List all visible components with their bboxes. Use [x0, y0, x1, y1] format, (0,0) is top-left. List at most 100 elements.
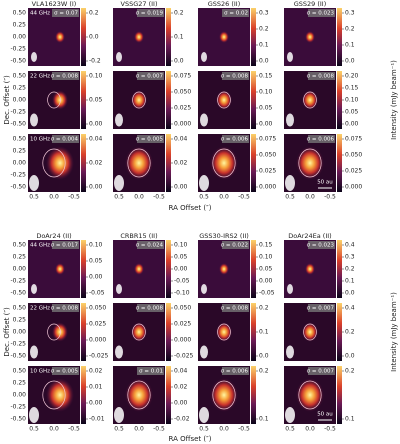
y-tick-label: -0.50	[10, 184, 26, 191]
sigma-label: σ = 0.008	[221, 306, 249, 312]
colorbar-tick-label: 0.05	[259, 266, 273, 273]
colorbar	[81, 8, 86, 66]
colorbar-tick-label: 0.0	[345, 353, 355, 360]
sigma-label: σ = 0.006	[221, 137, 249, 143]
beam	[31, 52, 37, 62]
y-tick-label: -0.50	[10, 290, 26, 297]
colorbar-tick-label: 0.2	[174, 10, 184, 17]
source	[296, 378, 324, 412]
x-tick-label: 0.0	[134, 194, 144, 201]
colorbar-tick-label: 0.10	[259, 89, 273, 96]
colorbar-tick-label: 0.05	[89, 258, 103, 265]
colorbar	[166, 71, 171, 129]
colorbar	[251, 240, 256, 298]
y-tick-label: 0.50	[13, 73, 27, 80]
colorbar-tick-label: 0.075	[174, 73, 191, 80]
sigma-box	[52, 9, 79, 17]
contour	[132, 323, 146, 341]
contour	[298, 380, 322, 410]
y-tick-label: -0.50	[10, 58, 26, 65]
colorbar-tick-label: 0.2	[259, 305, 269, 312]
y-axis-label: Dec. Offset (″)	[3, 75, 11, 125]
x-tick-label: 0.0	[305, 194, 315, 201]
beam	[29, 175, 39, 191]
colorbar-tick-label: 0.2	[89, 10, 99, 17]
x-tick-label: 0.0	[219, 426, 229, 433]
colorbar-tick-label: 0.1	[259, 42, 269, 49]
colorbar-tick-label: 0.1	[345, 278, 355, 285]
colorbar-tick-label: 0.025	[174, 105, 191, 112]
colorbar-tick-label: 0.1	[345, 416, 355, 423]
colorbar-label: Intensity (mJy beam⁻¹)	[390, 292, 398, 372]
source	[216, 322, 232, 342]
colorbar-tick-label: 0.0	[259, 58, 269, 65]
colorbar-tick-label: -0.05	[89, 290, 105, 297]
beam	[287, 284, 293, 294]
sigma-label: σ = 0.004	[51, 137, 79, 143]
colorbar	[81, 240, 86, 298]
colorbar-tick-label: -0.02	[174, 416, 190, 423]
beam	[29, 407, 39, 423]
colorbar-tick-label: 0.1	[259, 416, 269, 423]
colorbar	[166, 303, 171, 361]
sigma-label: σ = 0.007	[136, 74, 164, 80]
y-tick-label: 0.00	[13, 266, 27, 273]
sigma-box	[52, 367, 79, 375]
colorbar-tick-label: 0.2	[345, 266, 355, 273]
colorbar	[251, 8, 256, 66]
y-tick-label: 0.25	[13, 317, 27, 324]
x-tick-label: -0.5	[324, 426, 336, 433]
colorbar	[166, 240, 171, 298]
beam	[31, 284, 37, 294]
y-tick-label: -0.25	[10, 404, 26, 411]
sigma-label: σ = 0.005	[51, 369, 79, 375]
x-axis-label: RA Offset (″)	[169, 435, 212, 443]
source	[219, 263, 229, 275]
colorbar-tick-label: 0.000	[174, 337, 191, 344]
contour	[212, 148, 236, 178]
x-tick-label: 0.0	[219, 194, 229, 201]
source	[219, 31, 229, 43]
x-tick-label: 0.0	[49, 426, 59, 433]
source	[131, 90, 147, 110]
y-tick-label: -0.25	[10, 46, 26, 53]
colorbar-tick-label: 0.04	[89, 136, 103, 143]
colorbar-tick-label: -0.2	[89, 58, 101, 65]
colorbar	[251, 303, 256, 361]
colorbar-tick-label: 0.025	[89, 321, 106, 328]
colorbar-tick-label: 0.025	[345, 168, 362, 175]
x-tick-label: 0.0	[49, 194, 59, 201]
x-tick-label: 0.5	[114, 194, 124, 201]
panel-title: VSSG27 (II)	[121, 0, 158, 8]
sigma-box	[308, 304, 335, 312]
beam	[286, 113, 294, 127]
source	[296, 146, 324, 180]
colorbar-tick-label: 0.15	[259, 73, 273, 80]
colorbar-tick-label: 0.00	[174, 266, 188, 273]
colorbar-tick-label: 0.050	[89, 305, 106, 312]
x-tick-label: -0.5	[68, 426, 80, 433]
colorbar-tick-label: 0.000	[345, 184, 362, 191]
source	[55, 31, 65, 43]
panel-title: GSS29 (II)	[294, 0, 327, 8]
band-label: 44 GHz	[30, 11, 50, 17]
colorbar-tick-label: 0.10	[89, 73, 103, 80]
colorbar-tick-label: 0.05	[174, 254, 188, 261]
colorbar-tick-label: 0.050	[174, 305, 191, 312]
colorbar-tick-label: 0.04	[174, 136, 188, 143]
colorbar-tick-label: 0.3	[259, 10, 269, 17]
band-label: 44 GHz	[30, 243, 50, 249]
colorbar-tick-label: 0.1	[259, 329, 269, 336]
x-axis-label: RA Offset (″)	[169, 204, 212, 212]
source	[134, 31, 144, 43]
beam	[200, 345, 208, 359]
sigma-label: σ = 0.008	[51, 74, 79, 80]
colorbar	[166, 134, 171, 192]
beam	[201, 52, 207, 62]
panel-title: CRBR15 (II)	[120, 232, 157, 240]
sigma-box	[137, 72, 164, 80]
x-tick-label: 0.0	[305, 426, 315, 433]
y-tick-label: -0.50	[10, 416, 26, 423]
sigma-box	[137, 304, 164, 312]
